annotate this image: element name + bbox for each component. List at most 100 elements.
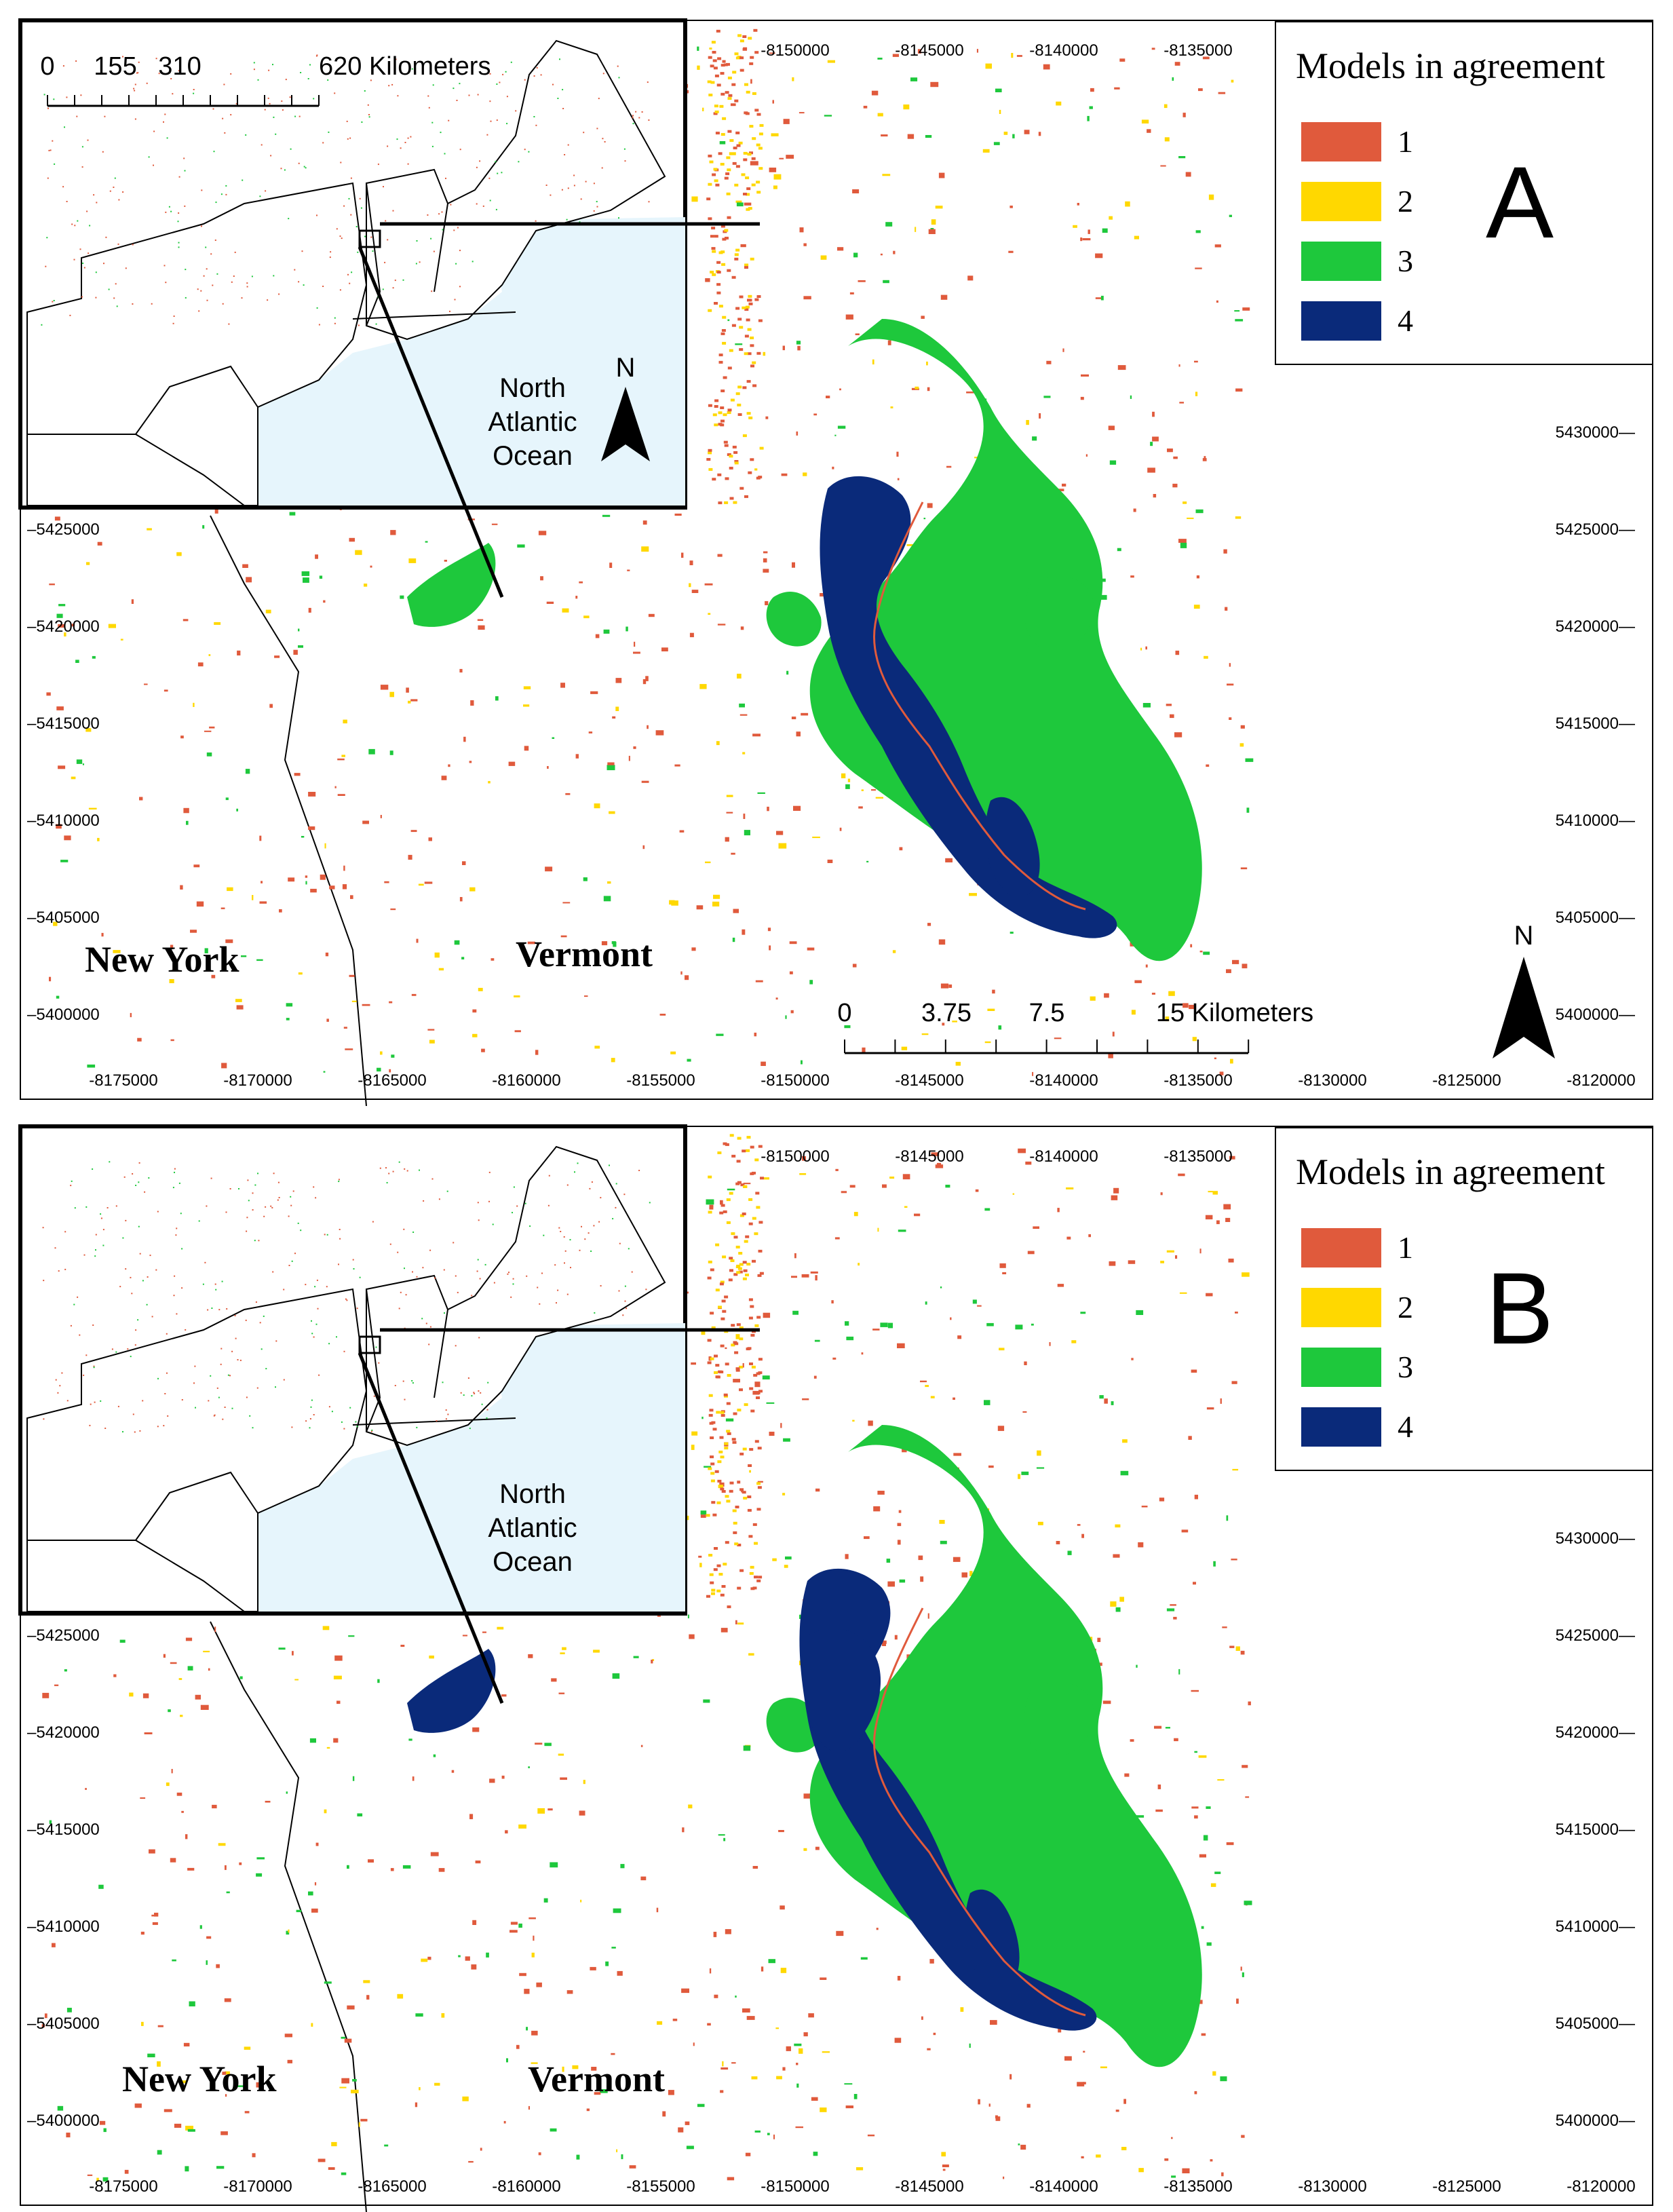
x-tick-label: -8175000 [89,1071,157,1090]
inset-fragment [138,1225,140,1227]
pointer-line [358,1352,504,1704]
inset-fragment [486,1409,488,1411]
wetland-fragment [735,343,743,345]
inset-fragment [198,1220,200,1222]
inset-fragment [93,194,95,196]
inset-fragment [52,301,54,303]
wetland-fragment [749,1387,754,1390]
state-line [27,434,245,506]
wetland-fragment [880,1322,888,1327]
wetland-fragment [671,900,678,906]
wetland-fragment [742,306,746,309]
inset-fragment [59,1385,61,1387]
wetland-fragment [1136,1664,1138,1668]
wetland-fragment [185,2166,189,2172]
state-line [135,1471,258,1541]
wetland-fragment [720,406,725,409]
inset-fragment [273,275,275,277]
inset-fragment [622,1314,624,1316]
wetland-fragment [727,1432,731,1435]
inset-fragment [263,1215,265,1217]
inset-fragment [73,1303,75,1305]
inset-fragment [482,205,484,207]
wetland-fragment [718,501,723,505]
wetland-fragment [600,2089,608,2093]
wetland-fragment [1240,1966,1242,1971]
wetland-fragment [858,806,863,809]
wetland-fragment [734,1351,739,1354]
wetland-fragment [907,134,915,139]
inset-fragment [237,1359,239,1360]
wetland-fragment [845,1554,849,1559]
wetland-fragment [785,1556,792,1560]
wetland-fragment [311,2023,313,2027]
inset-fragment [95,271,97,273]
inset-fragment [122,1237,124,1239]
wetland-fragment [710,1312,714,1315]
inset-fragment [157,1210,159,1213]
wetland-fragment [1147,468,1155,473]
inset-fragment [290,148,292,150]
state-line [135,365,258,435]
inset-fragment [284,169,286,171]
inset-fragment [440,132,442,134]
wetland-fragment [1083,2082,1086,2084]
wetland-fragment [193,864,200,868]
wetland-fragment [720,1411,725,1414]
wetland-fragment [747,299,751,302]
wetland-fragment [1073,225,1077,228]
wetland-fragment [723,413,727,417]
wetland-fragment [195,1694,201,1700]
inset-fragment [313,1336,315,1338]
wetland-fragment [710,81,715,84]
wetland-fragment [1194,1494,1198,1500]
inset-fragment [116,305,118,307]
wetland-fragment [882,1184,887,1188]
inset-fragment [560,1231,562,1232]
wetland-fragment [708,217,712,221]
wetland-fragment [759,446,764,450]
inset-fragment [329,256,331,259]
wetland-fragment [952,1021,957,1023]
inset-fragment [385,1167,387,1169]
wetland-fragment [537,1808,545,1814]
inset-fragment [506,123,508,125]
inset-fragment [579,221,581,223]
wetland-fragment [735,392,740,396]
legend-label: 2 [1398,184,1413,218]
wetland-fragment [745,176,750,180]
wetland-fragment [710,1357,714,1360]
wetland-fragment [1206,1806,1211,1809]
inset-fragment [297,1222,299,1224]
inset-fragment [537,1286,539,1289]
wetland-fragment [322,1626,330,1631]
inset-fragment [206,299,208,301]
legend-label: 4 [1398,1409,1413,1444]
wetland-fragment [1150,442,1153,446]
wetland-fragment [796,341,801,345]
wetland-fragment [790,1010,794,1014]
inset-fragment [313,1414,315,1415]
state-line [366,183,381,326]
wetland-fragment [752,92,756,95]
wetland-fragment [791,1276,797,1278]
wetland-fragment [720,1487,725,1491]
x-tick-label: -8135000 [1164,2177,1232,2196]
wetland-fragment [1056,1541,1060,1544]
wetland-fragment [357,1813,363,1816]
wetland-area-4 [799,1568,1097,2031]
wetland-fragment [769,168,777,172]
wetland-fragment [701,1416,704,1419]
wetland-fragment [724,1442,729,1445]
wetland-fragment [757,792,765,794]
inset-fragment [552,83,554,85]
wetland-fragment [707,1276,712,1280]
wetland-fragment [526,2027,528,2031]
wetland-fragment [590,1966,596,1970]
inset-fragment [103,263,104,265]
state-boundary-line [210,1621,367,2212]
wetland-fragment [536,1982,542,1987]
wetland-fragment [1062,348,1064,352]
wetland-fragment [914,1213,921,1217]
inset-fragment [318,324,320,326]
